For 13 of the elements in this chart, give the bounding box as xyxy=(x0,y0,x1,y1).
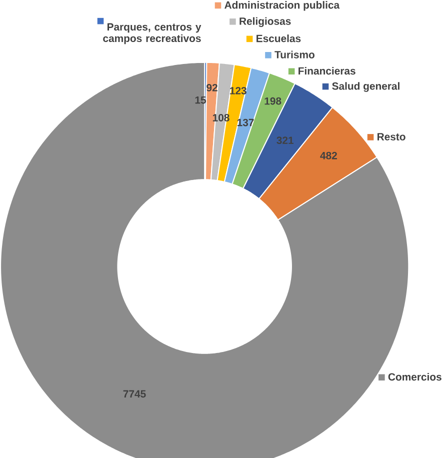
legend-label: Salud general xyxy=(332,82,400,92)
data-label: 7745 xyxy=(123,390,146,398)
data-label: 198 xyxy=(264,97,282,105)
legend-label: Financieras xyxy=(298,66,356,75)
slice-label: Parques, centros y campos recreativos xyxy=(103,23,202,44)
legend-label: Escuelas xyxy=(256,34,301,42)
legend-label: Turismo xyxy=(274,50,315,58)
data-label: 321 xyxy=(276,136,294,144)
legend-label: Resto xyxy=(378,133,406,140)
data-label: 482 xyxy=(320,152,338,160)
legend-label: Comercios xyxy=(388,372,442,381)
legend-label: Administracion publica xyxy=(224,1,340,11)
legend-label: Religiosas xyxy=(240,17,291,27)
